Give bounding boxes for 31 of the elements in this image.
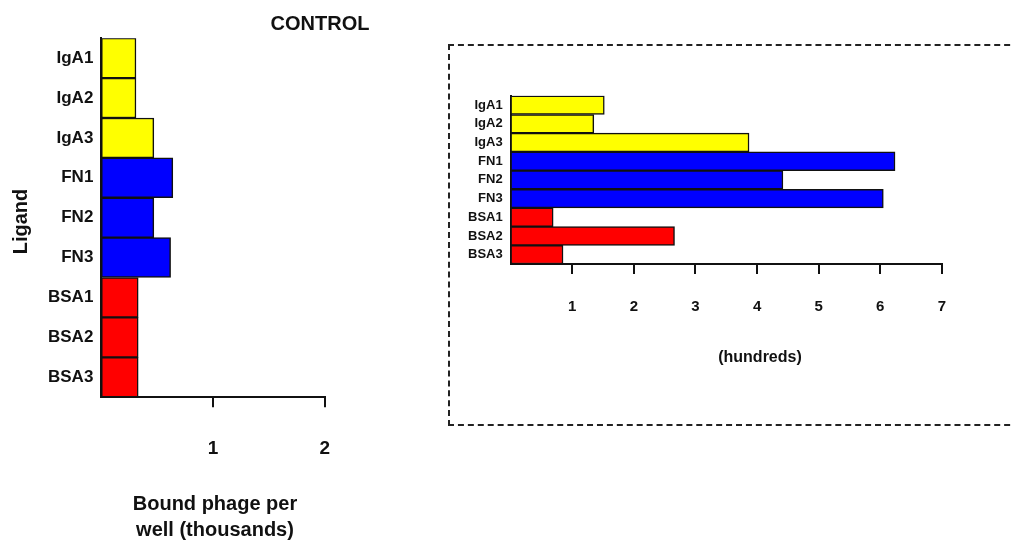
x-axis-title: (hundreds) [717, 348, 803, 366]
y-tick-label: BSA1 [47, 287, 94, 307]
x-tick-label: 6 [876, 297, 885, 315]
y-tick-label: IgA3 [474, 134, 503, 150]
y-tick-label: IgA2 [56, 87, 94, 107]
y-tick-label: IgA1 [474, 96, 503, 112]
x-tick-label: 1 [568, 297, 577, 315]
y-tick-label: BSA1 [467, 208, 503, 224]
y-tick-label: IgA1 [56, 47, 94, 67]
y-tick-label: FN1 [61, 167, 94, 187]
y-tick-label: IgA3 [56, 127, 94, 147]
y-tick-label: BSA2 [47, 327, 94, 347]
x-tick-label: 1 [207, 436, 219, 458]
y-tick-label: FN1 [478, 152, 503, 168]
y-tick-label: BSA3 [467, 246, 503, 262]
y-tick-label: FN2 [478, 171, 503, 187]
y-tick-label: FN3 [61, 247, 94, 267]
y-tick-label: FN2 [61, 207, 94, 227]
x-tick-label: 7 [937, 297, 946, 315]
x-tick-label: 4 [752, 297, 762, 315]
x-tick-label: 2 [629, 297, 639, 315]
y-tick-label: FN3 [478, 190, 503, 206]
chart-title: CONTROL [269, 12, 371, 35]
x-tick-label: 2 [319, 436, 331, 458]
x-axis-title: Bound phage per well (thousands) [131, 491, 299, 542]
y-tick-label: BSA2 [467, 227, 503, 243]
x-tick-label: 3 [691, 297, 700, 315]
y-tick-label: BSA3 [47, 366, 94, 386]
x-tick-label: 5 [814, 297, 823, 315]
y-axis-title: Ligand [8, 187, 32, 257]
y-tick-label: IgA2 [474, 115, 503, 131]
